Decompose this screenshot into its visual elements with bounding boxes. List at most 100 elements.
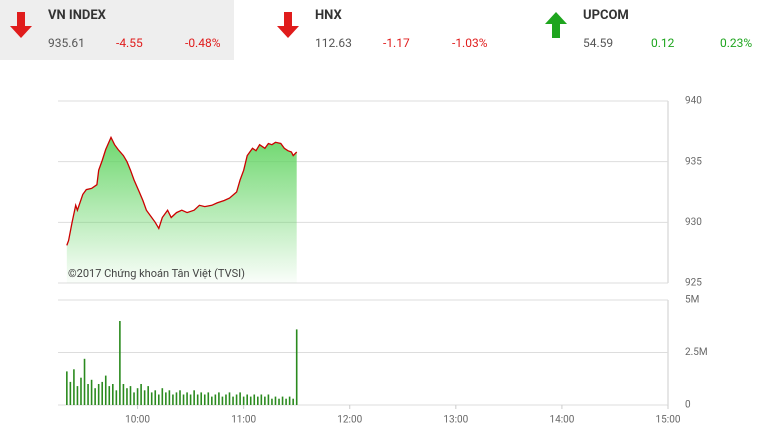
volume-bar	[69, 381, 72, 405]
volume-bar	[193, 390, 195, 405]
trend-arrow	[545, 12, 567, 38]
volume-bar	[200, 392, 203, 405]
index-percent: -1.03%	[452, 36, 488, 50]
y-tick-label: 935	[685, 156, 702, 167]
volume-bar	[119, 321, 121, 405]
volume-bar	[225, 394, 227, 405]
volume-bar	[83, 358, 86, 405]
volume-bar	[249, 396, 252, 405]
index-change: -1.17	[383, 36, 410, 50]
y-tick-label: 925	[685, 278, 702, 289]
volume-bar	[122, 384, 125, 405]
volume-bar	[196, 394, 199, 405]
volume-bar	[175, 392, 178, 405]
volume-bar	[218, 392, 220, 405]
volume-bar	[172, 394, 174, 405]
volume-bar	[274, 396, 277, 405]
volume-bar	[97, 384, 100, 405]
volume-bar	[242, 396, 245, 405]
index-panel: HNX 112.63 -1.17 -1.03%	[267, 0, 499, 60]
volume-bar	[186, 392, 188, 405]
volume-bar	[246, 394, 248, 405]
price-line	[66, 135, 298, 246]
y-tick-label: 940	[685, 96, 702, 107]
volume-bar	[267, 394, 270, 405]
index-name: HNX	[315, 8, 342, 23]
volume-bar	[80, 377, 82, 405]
index-value: 54.59	[583, 36, 614, 50]
index-percent: -0.48%	[185, 36, 221, 50]
volume-bar	[207, 392, 210, 405]
x-tick-label: 10:00	[125, 415, 150, 426]
volume-bar	[292, 398, 294, 405]
index-value: 935.61	[48, 36, 85, 50]
volume-bar	[126, 388, 128, 405]
volume-bar	[168, 390, 171, 405]
volume-bar	[76, 386, 79, 405]
arrow-shape	[277, 12, 299, 38]
volume-bar	[285, 398, 287, 405]
volume-bar	[235, 394, 238, 405]
volume-bar	[129, 386, 132, 405]
volume-bar	[101, 381, 104, 405]
volume-bar	[260, 394, 263, 405]
volume-bar	[203, 394, 206, 405]
volume-bar	[278, 398, 280, 405]
trend-arrow	[10, 12, 32, 38]
volume-bar	[271, 398, 273, 405]
arrow-shape	[545, 12, 567, 38]
volume-bar	[211, 396, 213, 405]
index-value: 112.63	[315, 36, 352, 50]
x-tick-label: 14:00	[549, 415, 574, 426]
index-change: -4.55	[116, 36, 143, 50]
index-change: 0.12	[651, 36, 675, 50]
volume-bar	[150, 392, 153, 405]
volume-bar	[264, 396, 266, 405]
volume-bar	[143, 390, 146, 405]
index-panel: UPCOM 54.59 0.12 0.23%	[535, 0, 767, 60]
trend-arrow	[277, 12, 299, 38]
volume-bar	[115, 390, 118, 405]
volume-bar	[179, 390, 181, 405]
volume-bar	[253, 394, 256, 405]
volume-bar	[165, 392, 167, 405]
volume-bar	[182, 394, 185, 405]
volume-bar	[189, 394, 192, 405]
x-tick-label: 12:00	[337, 415, 362, 426]
volume-bar	[133, 392, 135, 405]
volume-bar	[228, 392, 231, 405]
volume-bar	[157, 394, 160, 405]
volume-bar	[232, 396, 234, 405]
arrow-shape	[10, 12, 32, 38]
y-tick-label: 0	[685, 400, 691, 411]
volume-bar	[256, 396, 259, 405]
index-percent: 0.23%	[720, 36, 753, 50]
x-tick-label: 13:00	[443, 415, 468, 426]
y-tick-label: 2.5M	[685, 347, 708, 358]
area-fill	[66, 137, 297, 283]
volume-bar	[161, 388, 164, 405]
volume-bar	[281, 396, 284, 405]
volume-bar	[154, 390, 157, 405]
volume-bar	[112, 384, 114, 405]
y-tick-label: 5M	[685, 295, 699, 306]
volume-bar	[108, 386, 111, 405]
volume-bar	[140, 384, 142, 405]
volume-bar	[94, 388, 96, 405]
volume-bar	[136, 388, 139, 405]
volume-bar	[147, 386, 149, 405]
volume-bar	[104, 375, 107, 405]
volume-bar	[214, 394, 217, 405]
x-tick-label: 15:00	[656, 415, 681, 426]
index-name: VN INDEX	[48, 8, 106, 23]
volume-bar	[221, 396, 224, 405]
volume-bar	[66, 371, 68, 405]
copyright: ©2017 Chứng khoán Tân Việt (TVSI)	[68, 267, 245, 280]
volume-bar	[87, 384, 89, 405]
volume-bar	[73, 369, 75, 405]
volume-bar	[295, 329, 298, 405]
index-panel: VN INDEX 935.61 -4.55 -0.48%	[0, 0, 234, 60]
x-tick-label: 11:00	[231, 415, 256, 426]
